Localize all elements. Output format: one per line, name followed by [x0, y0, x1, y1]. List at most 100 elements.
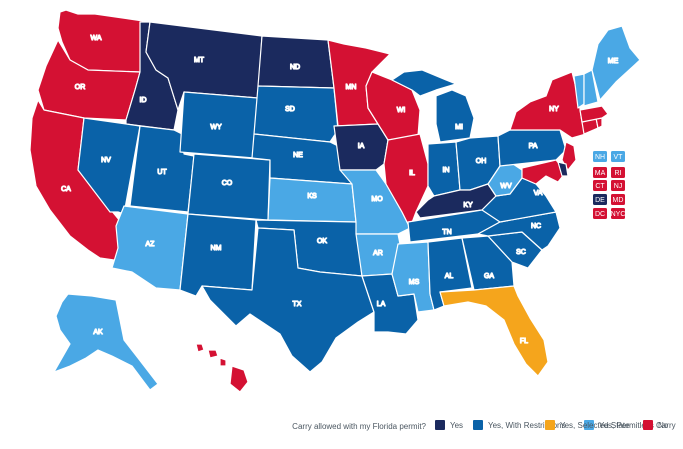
- label-nd: ND: [290, 64, 300, 71]
- state-hi-island-1[interactable]: [195, 343, 205, 353]
- small-state-box-nh[interactable]: [593, 151, 607, 162]
- state-ma[interactable]: [579, 105, 609, 123]
- state-ut[interactable]: [129, 125, 195, 213]
- state-nm[interactable]: [179, 213, 257, 297]
- label-al: AL: [445, 273, 454, 280]
- legend-question: Carry allowed with my Florida permit?: [292, 422, 426, 431]
- small-state-md[interactable]: MD: [611, 194, 625, 205]
- small-state-label-ma: MA: [595, 170, 606, 177]
- state-fl[interactable]: [439, 285, 549, 377]
- legend-item-selected-state: Yes, Selected State: [545, 420, 630, 430]
- state-hi-island-2[interactable]: [207, 349, 219, 359]
- state-hi-island-4[interactable]: [229, 365, 249, 393]
- small-state-box-de[interactable]: [593, 194, 607, 205]
- state-az[interactable]: [111, 205, 189, 291]
- legend-label-yes: Yes: [450, 420, 464, 430]
- state-tx[interactable]: [201, 227, 375, 373]
- small-state-label-nj: NJ: [614, 183, 623, 190]
- label-hi: HI: [213, 372, 219, 378]
- label-co: CO: [222, 180, 233, 187]
- state-ky[interactable]: [415, 183, 497, 219]
- label-in: IN: [443, 167, 450, 174]
- state-ks[interactable]: [267, 177, 357, 223]
- small-state-ct[interactable]: CT: [593, 180, 607, 191]
- small-state-box-ma[interactable]: [593, 167, 607, 178]
- label-ms: MS: [409, 279, 420, 286]
- legend-swatch-no: [643, 420, 653, 430]
- small-state-ma[interactable]: MA: [593, 167, 607, 178]
- label-wi: WI: [397, 107, 406, 114]
- state-co[interactable]: [187, 153, 271, 221]
- label-sc: SC: [516, 249, 526, 256]
- small-state-nyc[interactable]: NYC: [611, 208, 626, 219]
- label-ar: AR: [373, 250, 383, 257]
- small-state-box-ri[interactable]: [611, 167, 625, 178]
- small-state-nh[interactable]: NH: [593, 151, 607, 162]
- label-mt: MT: [194, 57, 205, 64]
- state-sd[interactable]: [253, 85, 339, 143]
- label-mo: MO: [371, 196, 383, 203]
- legend-swatch-yes-with-restrictions: [473, 420, 483, 430]
- legend-swatch-yes: [435, 420, 445, 430]
- label-nc: NC: [531, 223, 541, 230]
- legend-item-yes-with-restrictions: Yes, With Restrictions: [473, 420, 566, 430]
- state-ga[interactable]: [461, 235, 515, 291]
- small-state-label-nh: NH: [595, 154, 605, 161]
- legend-item-yes: Yes: [435, 420, 463, 430]
- label-nm: NM: [211, 245, 222, 252]
- label-az: AZ: [146, 241, 156, 248]
- label-tx: TX: [293, 301, 302, 308]
- state-nd[interactable]: [257, 35, 335, 89]
- label-tn: TN: [442, 229, 451, 236]
- small-state-box-nj[interactable]: [611, 180, 625, 191]
- label-la: LA: [377, 301, 386, 308]
- state-de[interactable]: [557, 161, 569, 177]
- label-ga: GA: [484, 273, 494, 280]
- small-state-ri[interactable]: RI: [611, 167, 625, 178]
- small-state-vt[interactable]: VT: [611, 151, 625, 162]
- label-wa: WA: [90, 35, 101, 42]
- small-state-box-ct[interactable]: [593, 180, 607, 191]
- small-state-box-md[interactable]: [611, 194, 625, 205]
- label-ia: IA: [358, 143, 365, 150]
- label-mn: MN: [346, 84, 357, 91]
- label-wy: WY: [210, 124, 222, 131]
- label-mi: MI: [455, 124, 463, 131]
- label-me: ME: [608, 58, 619, 65]
- small-state-de[interactable]: DE: [593, 194, 607, 205]
- small-state-label-dc: DC: [595, 211, 605, 218]
- state-hi-island-3[interactable]: [219, 357, 227, 367]
- small-state-label-vt: VT: [614, 154, 624, 161]
- small-state-nj[interactable]: NJ: [611, 180, 625, 191]
- legend-label-yes-with-restrictions: Yes, With Restrictions: [488, 420, 566, 430]
- small-state-label-ct: CT: [595, 183, 605, 190]
- label-nv: NV: [101, 157, 111, 164]
- state-mi[interactable]: [435, 89, 475, 143]
- small-state-dc[interactable]: DC: [593, 208, 607, 219]
- label-ks: KS: [307, 193, 317, 200]
- label-ne: NE: [293, 152, 303, 159]
- label-ny: NY: [549, 106, 559, 113]
- label-ut: UT: [157, 169, 167, 176]
- small-state-label-md: MD: [613, 197, 624, 204]
- state-nh[interactable]: [583, 69, 599, 107]
- state-ak[interactable]: [53, 293, 159, 391]
- state-il[interactable]: [383, 133, 429, 229]
- small-state-label-de: DE: [595, 197, 605, 204]
- state-mo[interactable]: [339, 169, 411, 235]
- small-state-box-nyc[interactable]: [611, 208, 625, 219]
- legend-item-permitless: Yes, Permitless Carry: [584, 420, 676, 430]
- small-state-box-dc[interactable]: [593, 208, 607, 219]
- label-va: VA: [534, 190, 543, 197]
- legend-swatch-selected-state: [545, 420, 555, 430]
- state-me[interactable]: [591, 25, 641, 101]
- label-id: ID: [140, 97, 147, 104]
- state-mi-upper[interactable]: [391, 69, 457, 97]
- state-nj[interactable]: [561, 141, 577, 171]
- legend-label-no: No: [658, 420, 669, 430]
- small-state-box-vt[interactable]: [611, 151, 625, 162]
- label-ok: OK: [317, 238, 327, 245]
- label-ca: CA: [61, 186, 71, 193]
- legend-label-permitless: Yes, Permitless Carry: [599, 420, 676, 430]
